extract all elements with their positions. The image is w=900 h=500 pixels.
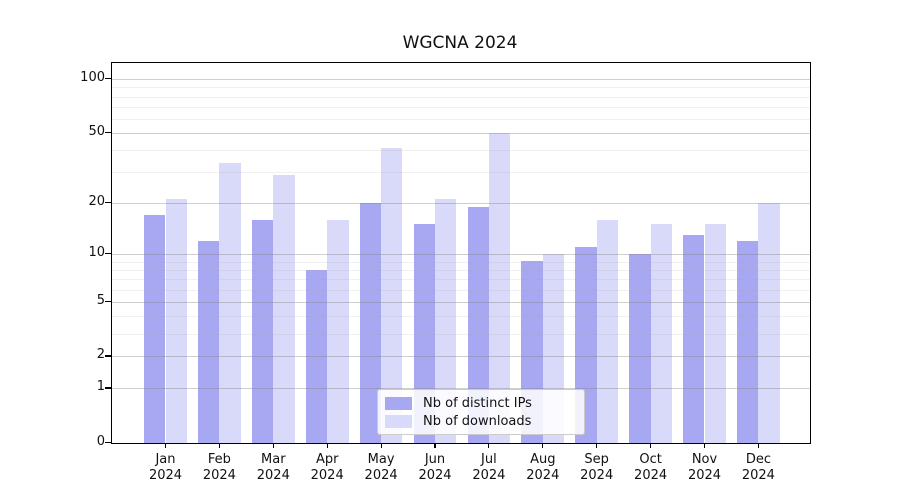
x-tick-mark bbox=[488, 443, 490, 448]
y-tick-label-1: 1 bbox=[96, 379, 105, 395]
x-tick-label-jun: Jun 2024 bbox=[418, 452, 452, 483]
gridline-minor bbox=[112, 96, 810, 98]
x-tick-label-mar: Mar 2024 bbox=[256, 452, 290, 483]
gridline-minor bbox=[112, 289, 810, 291]
legend-label-downloads: Nb of downloads bbox=[423, 413, 532, 429]
legend: Nb of distinct IPs Nb of downloads bbox=[377, 389, 585, 435]
y-tick-label-5: 5 bbox=[96, 292, 105, 308]
x-tick-label-sep: Sep 2024 bbox=[580, 452, 614, 483]
gridline-minor bbox=[112, 269, 810, 271]
bar-distinct-ips-feb bbox=[198, 240, 220, 443]
gridline-minor bbox=[112, 150, 810, 152]
bar-downloads-nov bbox=[704, 224, 726, 443]
x-tick-label-jan: Jan 2024 bbox=[148, 452, 183, 483]
gridline-minor bbox=[112, 261, 810, 263]
legend-swatch-downloads bbox=[385, 414, 412, 428]
x-tick-label-nov: Nov 2024 bbox=[687, 452, 722, 483]
x-tick-mark bbox=[757, 443, 759, 448]
bar-downloads-feb bbox=[219, 162, 241, 443]
gridline-minor bbox=[112, 118, 810, 120]
y-tick-label-100: 100 bbox=[80, 70, 105, 86]
bar-downloads-may bbox=[381, 148, 403, 443]
bar-distinct-ips-jan bbox=[144, 215, 166, 443]
x-tick-mark bbox=[650, 443, 652, 448]
y-tick-mark bbox=[105, 202, 111, 204]
bar-downloads-sep bbox=[596, 219, 619, 443]
gridline-major bbox=[112, 79, 810, 81]
x-tick-label-oct: Oct 2024 bbox=[634, 452, 668, 483]
bar-downloads-oct bbox=[650, 224, 672, 443]
x-tick-label-may: May 2024 bbox=[364, 452, 398, 483]
y-tick-mark bbox=[105, 442, 111, 444]
x-tick-label-dec: Dec 2024 bbox=[741, 452, 775, 483]
x-tick-mark bbox=[434, 443, 436, 448]
y-tick-mark bbox=[105, 78, 111, 80]
legend-entry-distinct-ips: Nb of distinct IPs bbox=[385, 395, 575, 411]
y-tick-label-10: 10 bbox=[88, 244, 105, 260]
y-tick-mark bbox=[105, 387, 111, 389]
bar-downloads-apr bbox=[327, 219, 349, 443]
chart-title: WGCNA 2024 bbox=[402, 33, 518, 53]
y-tick-mark bbox=[105, 355, 111, 357]
legend-entry-downloads: Nb of downloads bbox=[385, 413, 575, 429]
x-tick-label-jul: Jul 2024 bbox=[472, 452, 506, 483]
x-tick-mark bbox=[380, 443, 382, 448]
x-tick-label-apr: Apr 2024 bbox=[310, 452, 344, 483]
x-tick-mark bbox=[326, 443, 328, 448]
bar-distinct-ips-oct bbox=[629, 253, 651, 443]
gridline-minor bbox=[112, 172, 810, 174]
x-tick-mark bbox=[596, 443, 598, 448]
gridline-major bbox=[112, 203, 810, 204]
gridline-major bbox=[112, 388, 810, 390]
bar-distinct-ips-mar bbox=[251, 219, 274, 443]
gridline-major bbox=[112, 356, 810, 358]
y-tick-mark bbox=[105, 253, 111, 255]
gridline-major bbox=[112, 254, 810, 255]
x-tick-mark bbox=[218, 443, 220, 448]
bar-distinct-ips-nov bbox=[683, 234, 705, 443]
bar-downloads-dec bbox=[758, 203, 780, 443]
y-tick-mark bbox=[105, 132, 111, 134]
bar-distinct-ips-jul bbox=[467, 206, 489, 443]
x-tick-mark bbox=[542, 443, 544, 448]
gridline-major bbox=[112, 133, 810, 134]
x-tick-label-feb: Feb 2024 bbox=[202, 452, 236, 483]
plot-area bbox=[111, 62, 811, 444]
bar-distinct-ips-may bbox=[359, 203, 382, 443]
x-tick-mark bbox=[164, 443, 167, 448]
y-tick-mark bbox=[105, 300, 111, 302]
bar-downloads-jul bbox=[488, 133, 511, 443]
gridline-minor bbox=[112, 316, 810, 318]
bar-downloads-mar bbox=[273, 174, 295, 443]
gridline-minor bbox=[112, 87, 810, 89]
bar-distinct-ips-dec bbox=[737, 240, 759, 443]
y-tick-label-20: 20 bbox=[88, 193, 105, 209]
bar-distinct-ips-jun bbox=[413, 224, 435, 443]
x-tick-mark bbox=[272, 443, 274, 448]
legend-swatch-distinct-ips bbox=[385, 396, 412, 410]
legend-label-distinct-ips: Nb of distinct IPs bbox=[423, 395, 532, 411]
y-tick-label-2: 2 bbox=[96, 347, 105, 363]
y-tick-label-50: 50 bbox=[88, 124, 105, 140]
gridline-minor bbox=[112, 279, 810, 281]
gridline-major bbox=[112, 301, 810, 303]
x-tick-label-aug: Aug 2024 bbox=[526, 452, 560, 483]
x-tick-mark bbox=[703, 443, 706, 448]
bar-downloads-jan bbox=[165, 199, 187, 443]
gridline-minor bbox=[112, 333, 810, 335]
bar-downloads-jun bbox=[435, 199, 457, 443]
bar-distinct-ips-apr bbox=[305, 269, 328, 443]
gridline-minor bbox=[112, 107, 810, 108]
y-tick-label-0: 0 bbox=[96, 434, 105, 449]
